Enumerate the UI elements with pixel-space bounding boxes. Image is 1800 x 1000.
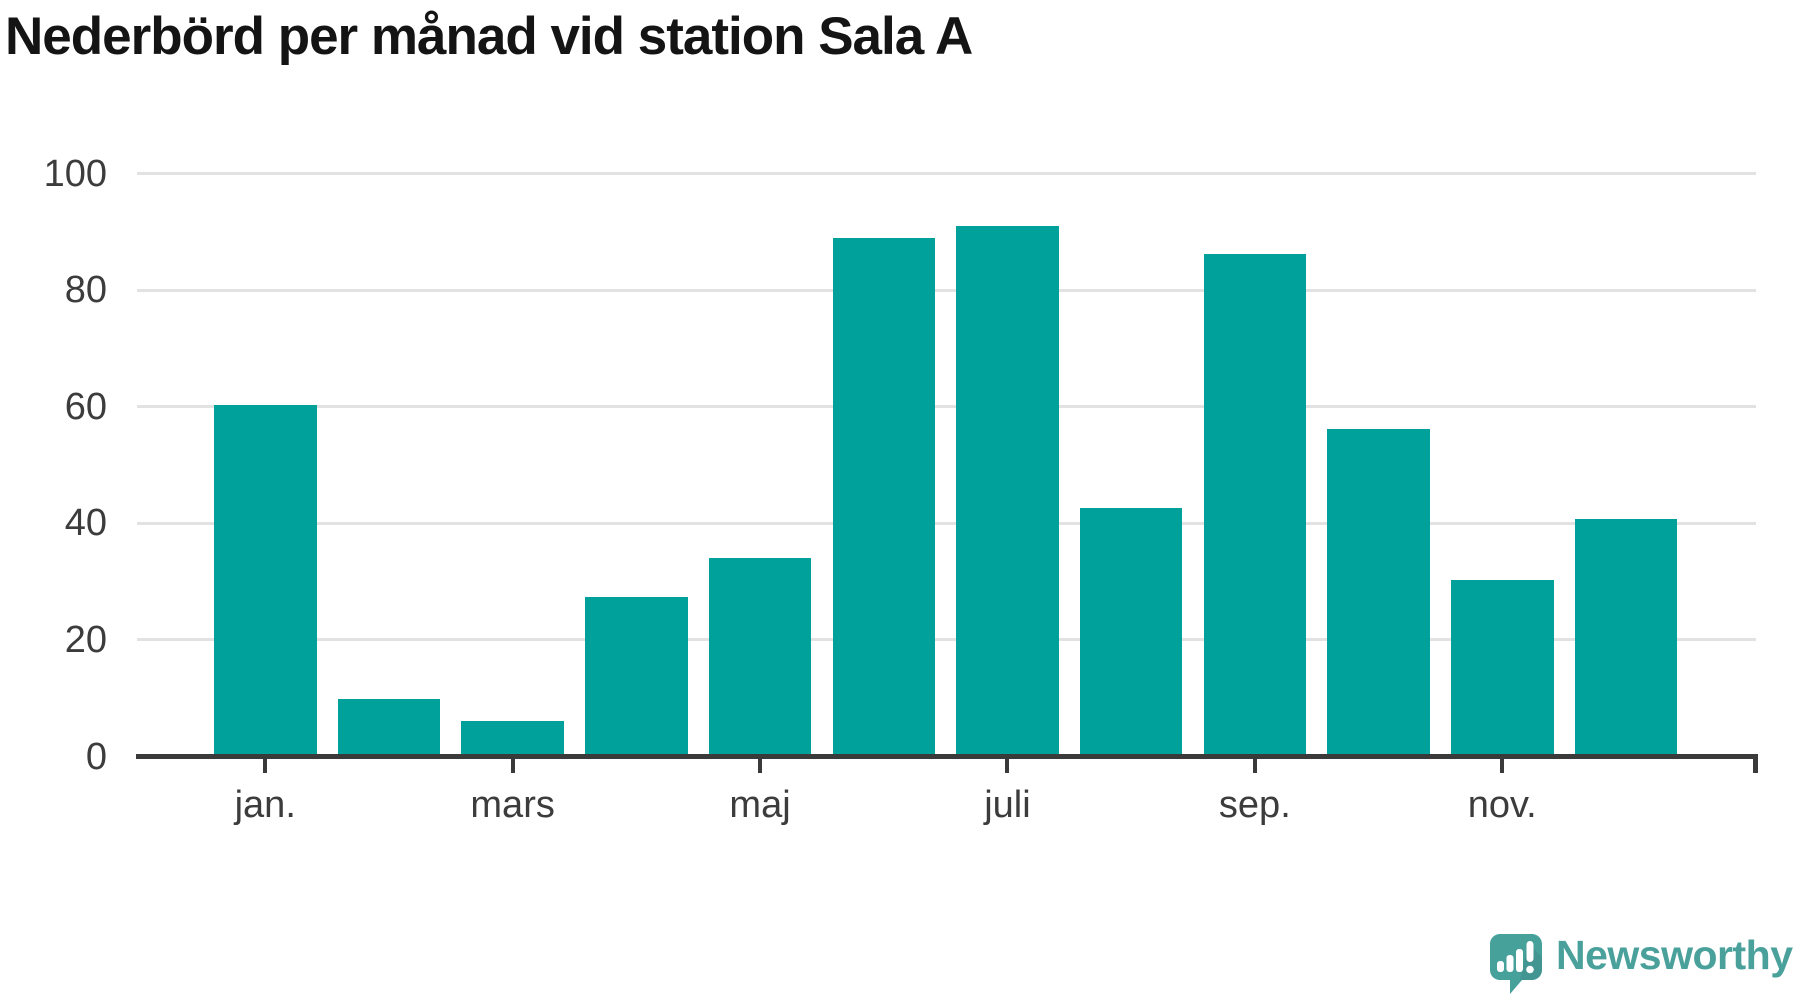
x-axis-tick-mark	[263, 759, 268, 773]
bar-month-2	[337, 698, 441, 754]
bar-month-5	[708, 557, 812, 754]
chart-bar-tall-glyph	[1516, 949, 1523, 972]
bar-month-7	[956, 225, 1059, 754]
x-axis-tick-mark	[1500, 759, 1505, 773]
x-axis-tick-label: nov.	[1467, 784, 1537, 826]
x-axis-tick-label: mars	[470, 784, 555, 826]
bar-month-9	[1203, 253, 1307, 754]
gridline-y-80	[137, 288, 1756, 292]
bar-month-1	[214, 404, 317, 754]
gridline-y-20	[137, 638, 1756, 642]
gridline-y-60	[137, 405, 1756, 409]
x-axis-tick-label: sep.	[1218, 784, 1291, 826]
y-axis-tick-label: 60	[64, 385, 107, 428]
gridline-y-100	[137, 172, 1756, 175]
x-axis-tick-label: jan.	[234, 784, 296, 826]
bar-month-12	[1574, 518, 1678, 754]
x-axis-tick-mark	[510, 759, 515, 773]
x-axis-tick-mark	[1252, 759, 1257, 773]
y-axis-tick-label: 40	[64, 502, 107, 545]
x-axis-end-tick	[1752, 754, 1758, 773]
exclamation-bar-glyph	[1526, 941, 1534, 962]
x-axis-line	[136, 754, 1758, 759]
chart-bar-medium-glyph	[1506, 955, 1514, 972]
x-axis-tick-label: juli	[984, 784, 1031, 826]
x-axis-tick-mark	[1005, 759, 1010, 773]
bar-month-4	[585, 596, 688, 754]
newsworthy-speech-bubble-bar-chart-icon	[1490, 934, 1542, 994]
y-axis-tick-label: 0	[85, 735, 107, 778]
bar-month-6	[832, 238, 935, 754]
y-axis-tick-label: 20	[64, 618, 107, 661]
bar-month-3	[461, 720, 564, 754]
x-axis-tick-label: maj	[729, 784, 791, 826]
chart-title: Nederbörd per månad vid station Sala A	[5, 7, 973, 66]
y-axis-tick-label: 80	[64, 269, 107, 312]
gridline-y-40	[137, 521, 1756, 525]
exclamation-dot-glyph	[1526, 965, 1534, 974]
bar-month-10	[1327, 429, 1430, 754]
newsworthy-logo-text: Newsworthy	[1556, 932, 1793, 978]
x-axis-tick-mark	[758, 759, 763, 773]
bar-month-8	[1079, 508, 1183, 754]
newsworthy-logo: Newsworthy	[1490, 932, 1793, 996]
chart-bar-small-glyph	[1497, 961, 1504, 972]
y-axis-tick-label: 100	[43, 152, 107, 195]
bar-month-11	[1451, 580, 1554, 754]
